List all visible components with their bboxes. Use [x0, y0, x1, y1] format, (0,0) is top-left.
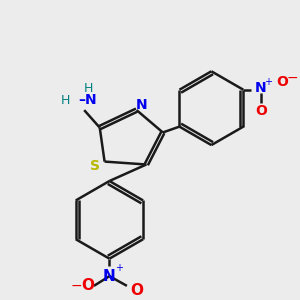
Text: S: S [90, 159, 100, 173]
Text: +: + [115, 263, 123, 273]
Text: H: H [83, 82, 93, 95]
Text: +: + [264, 77, 272, 87]
Text: O: O [82, 278, 94, 293]
Text: N: N [136, 98, 147, 112]
Text: O: O [255, 104, 267, 118]
Text: −: − [70, 279, 82, 293]
Text: −: − [286, 71, 298, 85]
Text: N: N [103, 268, 116, 284]
Text: N: N [255, 81, 267, 95]
Text: –N: –N [78, 93, 97, 107]
Text: O: O [276, 75, 288, 89]
Text: H: H [61, 94, 70, 107]
Text: O: O [130, 283, 143, 298]
